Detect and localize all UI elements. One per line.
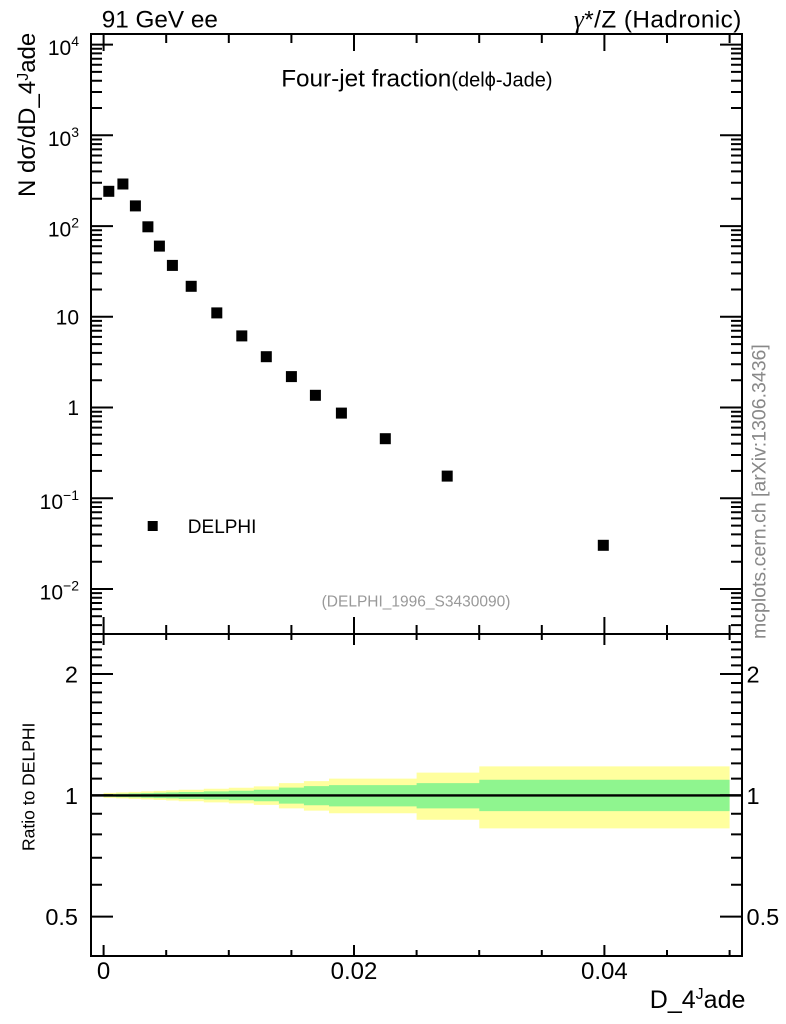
- svg-text:0.5: 0.5: [45, 904, 78, 930]
- svg-text:Four-jet fraction(delϕ-Jade): Four-jet fraction(delϕ-Jade): [281, 65, 552, 92]
- svg-text:1: 1: [747, 783, 760, 809]
- svg-text:N dσ/dD_4Jade: N dσ/dD_4Jade: [14, 33, 41, 197]
- svg-text:(DELPHI_1996_S3430090): (DELPHI_1996_S3430090): [322, 594, 511, 611]
- svg-text:0.04: 0.04: [581, 958, 628, 985]
- svg-text:102: 102: [48, 215, 79, 242]
- svg-text:1: 1: [67, 397, 79, 420]
- svg-text:0: 0: [97, 958, 110, 985]
- svg-text:0.5: 0.5: [747, 904, 780, 930]
- svg-text:Ratio to DELPHI: Ratio to DELPHI: [19, 723, 39, 851]
- svg-text:mcplots.cern.ch [arXiv:1306.34: mcplots.cern.ch [arXiv:1306.3436]: [749, 344, 771, 639]
- svg-text:DELPHI: DELPHI: [188, 517, 257, 538]
- svg-text:2: 2: [65, 662, 78, 688]
- svg-text:0.02: 0.02: [331, 958, 378, 985]
- svg-text:1: 1: [65, 783, 78, 809]
- svg-text:γ*/Z (Hadronic): γ*/Z (Hadronic): [574, 7, 742, 34]
- svg-text:2: 2: [747, 662, 760, 688]
- svg-text:91 GeV ee: 91 GeV ee: [102, 7, 218, 34]
- svg-text:10: 10: [56, 306, 79, 329]
